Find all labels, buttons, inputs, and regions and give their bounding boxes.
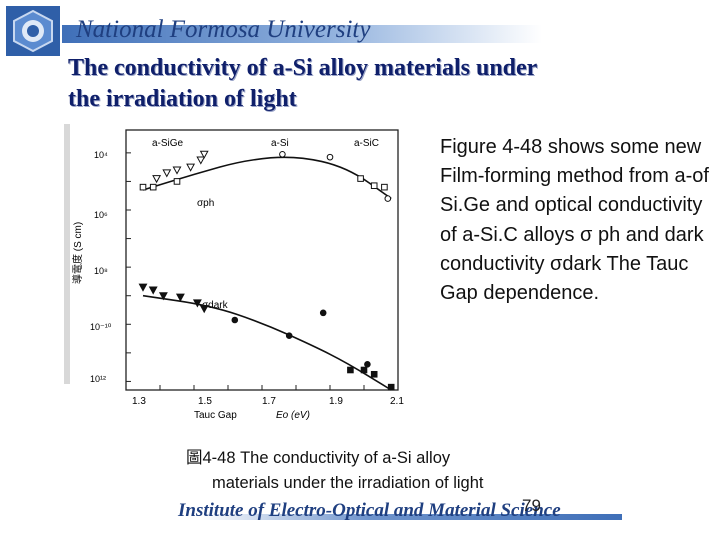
data-point-ph-triangle xyxy=(199,150,209,159)
data-point-ph-square xyxy=(357,175,364,182)
y-tick-label: 10⁻¹⁰ xyxy=(90,322,112,332)
data-point-ph-triangle xyxy=(186,163,196,172)
footer-bar xyxy=(200,514,622,520)
data-point-dark-triangle xyxy=(148,286,158,295)
data-point-ph-triangle xyxy=(172,166,182,175)
data-point-ph-square xyxy=(370,182,378,190)
y-tick-label: 10¹² xyxy=(90,374,106,384)
scan-margin xyxy=(64,124,70,384)
university-logo xyxy=(6,6,60,56)
data-point-dark-triangle xyxy=(199,305,209,314)
data-point-dark-triangle xyxy=(158,292,168,301)
data-point-ph-circle xyxy=(279,150,286,158)
data-point-ph-triangle xyxy=(162,169,172,178)
institute-name: Institute of Electro-Optical and Materia… xyxy=(178,500,561,521)
data-point-ph-triangle xyxy=(152,175,162,184)
series-label-ph: σph xyxy=(197,198,214,209)
y-tick-label: 10⁶ xyxy=(94,210,108,220)
figure-description: Figure 4-48 shows some new Film-forming … xyxy=(440,136,709,305)
region-label-asi: a-Si xyxy=(271,138,289,149)
caption-line-2: materials under the irradiation of light xyxy=(212,474,484,492)
series-label-dark: σdark xyxy=(202,300,229,311)
x-tick-label: 1.5 xyxy=(198,396,212,407)
region-label-asige: a-SiGe xyxy=(152,138,184,149)
x-tick-label: 1.9 xyxy=(329,396,343,407)
x-axis-label: Tauc Gap xyxy=(194,410,237,421)
data-point-dark-triangle xyxy=(192,299,202,308)
y-axis-label: 導電度 (S cm) xyxy=(71,222,84,284)
x-tick-label: 1.7 xyxy=(262,396,276,407)
data-point-dark-triangle xyxy=(138,283,148,292)
data-point-dark-square xyxy=(370,370,378,378)
caption-line-1: 圖4-48 The conductivity of a-Si alloy xyxy=(186,449,451,467)
x-tick-label: 2.1 xyxy=(390,396,404,407)
y-tick-label: 10⁸ xyxy=(94,266,108,276)
x-tick-label: 1.3 xyxy=(132,396,146,407)
region-label-asic: a-SiC xyxy=(354,138,379,149)
conductivity-chart: a-SiGe a-Si a-SiC σph σdark 1.3 1.5 1.7 … xyxy=(64,124,414,422)
data-point-dark-square xyxy=(347,366,354,374)
data-point-ph-circle xyxy=(384,195,392,202)
slide-title: The conductivity of a-Si alloy materials… xyxy=(68,55,538,112)
data-point-dark-square xyxy=(387,383,395,391)
x-axis-symbol: Eo (eV) xyxy=(276,410,310,421)
data-point-ph-circle xyxy=(326,153,334,161)
data-point-dark-square xyxy=(360,366,368,374)
series-line-ph xyxy=(142,156,392,200)
data-point-ph-square xyxy=(381,183,388,191)
data-point-dark-circle xyxy=(364,360,371,368)
data-point-ph-triangle xyxy=(196,156,206,165)
data-point-ph-square xyxy=(139,183,147,191)
y-tick-label: 10⁴ xyxy=(94,150,108,160)
data-point-ph-square xyxy=(173,178,181,185)
page-number: 79 xyxy=(522,496,541,515)
data-point-dark-circle xyxy=(319,309,327,317)
data-point-ph-square xyxy=(149,183,157,191)
data-point-dark-triangle xyxy=(175,293,185,302)
header-bar xyxy=(62,25,542,43)
figure-caption: 圖4-48 The conductivity of a-Si alloy mat… xyxy=(186,446,483,496)
data-point-dark-circle xyxy=(285,332,293,340)
university-name: National Formosa University xyxy=(76,16,371,43)
data-point-dark-circle xyxy=(231,316,239,324)
